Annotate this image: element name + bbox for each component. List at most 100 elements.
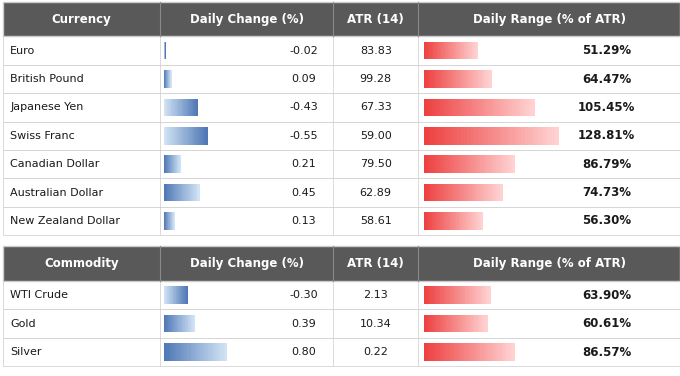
Bar (466, 70, 469, 88)
Bar (446, 315, 448, 332)
Bar (460, 42, 462, 59)
Bar (457, 287, 460, 304)
Text: 128.81%: 128.81% (578, 129, 635, 143)
Bar (481, 99, 485, 116)
Bar (197, 184, 199, 202)
Bar (177, 315, 179, 332)
Bar (463, 184, 465, 202)
Bar (441, 287, 443, 304)
Bar (164, 212, 165, 230)
Bar (169, 155, 170, 173)
Bar (442, 287, 445, 304)
Bar (487, 99, 490, 116)
Bar (168, 212, 169, 230)
Bar (180, 99, 182, 116)
Bar (429, 42, 431, 59)
Bar (165, 155, 166, 173)
Bar (169, 212, 170, 230)
Bar (164, 42, 165, 59)
Bar (476, 343, 479, 361)
Bar (168, 99, 169, 116)
Bar (480, 343, 483, 361)
Bar (444, 42, 446, 59)
Bar (169, 287, 170, 304)
Bar (187, 99, 188, 116)
Bar (442, 343, 445, 361)
Bar (481, 287, 483, 304)
Bar (512, 155, 515, 173)
Bar (191, 184, 193, 202)
Bar (456, 42, 458, 59)
Bar (430, 315, 432, 332)
Bar (193, 184, 194, 202)
Bar (475, 315, 477, 332)
Bar (453, 184, 456, 202)
Bar (505, 155, 509, 173)
Bar (173, 315, 175, 332)
Bar (165, 42, 166, 59)
Bar (503, 155, 506, 173)
Bar (496, 343, 499, 361)
Bar (187, 184, 188, 202)
Bar (182, 315, 184, 332)
Bar (449, 42, 451, 59)
Bar (166, 70, 167, 88)
Text: Japanese Yen: Japanese Yen (10, 102, 84, 112)
Bar (192, 99, 193, 116)
Bar (169, 315, 171, 332)
Bar (449, 212, 451, 230)
Bar (462, 70, 465, 88)
Bar (173, 184, 175, 202)
Bar (170, 155, 171, 173)
Bar (430, 42, 432, 59)
Bar (188, 315, 189, 332)
Bar (181, 287, 182, 304)
Bar (462, 315, 464, 332)
Bar (174, 99, 175, 116)
Bar (468, 99, 471, 116)
Bar (484, 315, 486, 332)
Bar (459, 212, 461, 230)
Bar (458, 42, 460, 59)
Bar (165, 42, 166, 59)
Bar (512, 99, 515, 116)
Bar (456, 212, 458, 230)
Bar (473, 315, 475, 332)
Bar (168, 127, 170, 145)
Bar (175, 315, 176, 332)
Bar (174, 315, 175, 332)
Bar (165, 42, 166, 59)
Bar (505, 127, 509, 145)
Bar (165, 212, 166, 230)
Bar (179, 99, 181, 116)
Bar (433, 315, 435, 332)
Bar (478, 212, 480, 230)
Bar (462, 42, 464, 59)
Bar (165, 184, 167, 202)
Bar (166, 287, 167, 304)
Text: 0.80: 0.80 (291, 347, 316, 357)
Bar (171, 127, 172, 145)
Bar (462, 343, 465, 361)
Bar (164, 315, 165, 332)
Bar (460, 155, 463, 173)
Bar (501, 99, 505, 116)
Bar (425, 70, 428, 88)
Bar (508, 155, 511, 173)
Bar (471, 287, 473, 304)
Bar (164, 42, 165, 59)
Bar (505, 343, 508, 361)
Bar (428, 343, 431, 361)
Bar (164, 42, 165, 59)
Bar (430, 184, 432, 202)
Bar (426, 184, 428, 202)
Bar (461, 42, 463, 59)
Bar (170, 70, 171, 88)
Bar (458, 315, 461, 332)
Bar (3, 281, 680, 309)
Bar (474, 127, 478, 145)
Bar (447, 184, 449, 202)
Text: ATR (14): ATR (14) (347, 257, 404, 270)
Bar (496, 99, 499, 116)
Bar (466, 212, 469, 230)
